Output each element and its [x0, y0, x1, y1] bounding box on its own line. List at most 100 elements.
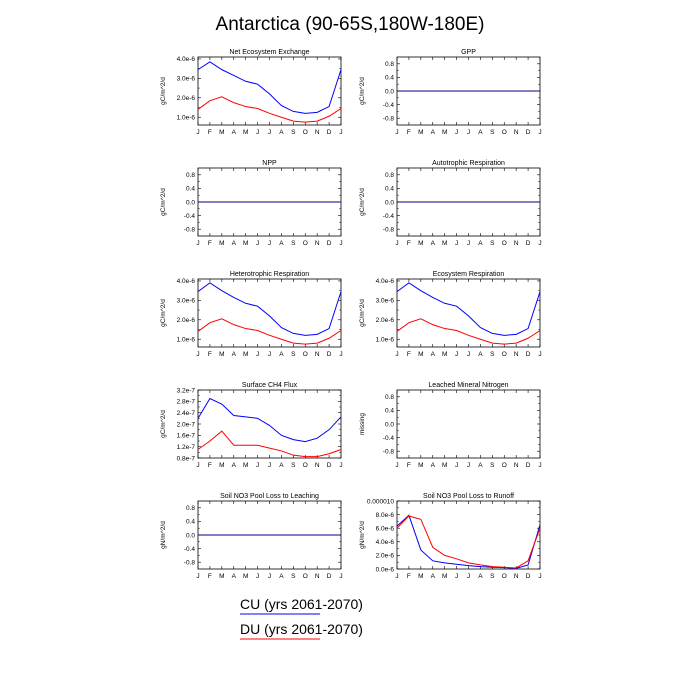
- x-tick-label: N: [315, 351, 320, 358]
- x-tick-label: O: [303, 351, 308, 358]
- x-tick-label: M: [219, 573, 224, 580]
- y-tick-label: 3.2e-7: [177, 387, 196, 394]
- x-tick-label: J: [395, 462, 398, 469]
- x-tick-label: J: [339, 462, 342, 469]
- x-tick-label: D: [526, 240, 531, 247]
- x-tick-label: J: [395, 240, 398, 247]
- y-tick-label: 3.0e-6: [177, 76, 196, 83]
- x-tick-label: M: [442, 351, 447, 358]
- x-tick-label: M: [243, 129, 248, 136]
- x-tick-label: F: [208, 240, 212, 247]
- x-tick-label: F: [208, 129, 212, 136]
- x-tick-label: A: [431, 240, 436, 247]
- y-tick-label: 0.8: [186, 172, 195, 179]
- x-tick-label: M: [442, 462, 447, 469]
- x-tick-label: O: [303, 129, 308, 136]
- series-cu-line: [197, 282, 342, 336]
- x-tick-label: N: [514, 129, 519, 136]
- y-tick-label: 2.0e-6: [376, 317, 395, 324]
- y-tick-label: 0.4: [385, 75, 394, 82]
- y-tick-label: -0.4: [184, 546, 196, 553]
- y-tick-label: 1.0e-6: [376, 337, 395, 344]
- x-tick-label: J: [538, 351, 541, 358]
- x-tick-label: O: [502, 129, 507, 136]
- x-tick-label: D: [526, 129, 531, 136]
- x-tick-label: D: [526, 351, 531, 358]
- series-du-line: [197, 96, 342, 123]
- series-du-line: [396, 318, 541, 345]
- x-tick-label: S: [490, 240, 495, 247]
- x-tick-label: J: [339, 129, 342, 136]
- panel-frame: [197, 56, 342, 126]
- y-tick-label: 1.6e-7: [177, 433, 196, 440]
- x-tick-label: A: [279, 351, 284, 358]
- x-tick-label: F: [208, 462, 212, 469]
- x-tick-label: M: [418, 240, 423, 247]
- y-tick-label: 2.8e-7: [177, 399, 196, 406]
- legend-du-label: DU (yrs 2061-2070): [240, 621, 363, 637]
- panel-title: Heterotrophic Respiration: [230, 271, 309, 278]
- x-tick-label: O: [303, 240, 308, 247]
- x-tick-label: A: [279, 129, 284, 136]
- x-tick-label: F: [208, 351, 212, 358]
- x-tick-label: J: [538, 129, 541, 136]
- y-tick-label: 0.4: [186, 186, 195, 193]
- x-tick-label: J: [256, 462, 259, 469]
- x-tick-label: F: [407, 129, 411, 136]
- x-tick-label: J: [467, 351, 470, 358]
- x-tick-label: M: [243, 351, 248, 358]
- x-tick-label: J: [395, 351, 398, 358]
- x-tick-label: J: [395, 129, 398, 136]
- x-tick-label: D: [327, 351, 332, 358]
- x-tick-label: M: [219, 462, 224, 469]
- x-tick-label: J: [196, 462, 199, 469]
- y-tick-label: 2.4e-7: [177, 410, 196, 417]
- x-tick-label: M: [243, 462, 248, 469]
- x-tick-label: M: [243, 240, 248, 247]
- x-tick-label: O: [502, 240, 507, 247]
- y-tick-label: 0.4: [186, 519, 195, 526]
- x-tick-label: O: [502, 351, 507, 358]
- x-tick-label: N: [315, 129, 320, 136]
- y-tick-label: -0.4: [383, 102, 395, 109]
- x-tick-label: M: [219, 240, 224, 247]
- x-tick-label: J: [455, 462, 458, 469]
- y-tick-label: -0.4: [184, 213, 196, 220]
- x-tick-label: M: [442, 573, 447, 580]
- y-tick-label: 2.0e-6: [177, 95, 196, 102]
- y-axis-label: gC/m^2/d: [160, 188, 167, 216]
- x-tick-label: J: [256, 240, 259, 247]
- y-tick-label: 1.0e-6: [177, 115, 196, 122]
- y-tick-label: -0.8: [383, 449, 395, 456]
- y-axis-label: gC/m^2/d: [160, 299, 167, 327]
- y-axis-label: gC/m^2/d: [359, 299, 366, 327]
- y-tick-label: 0.0: [186, 532, 195, 539]
- series-du-line: [396, 515, 541, 569]
- x-tick-label: A: [431, 573, 436, 580]
- x-tick-label: S: [291, 240, 296, 247]
- x-tick-label: D: [327, 129, 332, 136]
- x-tick-label: S: [490, 462, 495, 469]
- x-tick-label: N: [315, 573, 320, 580]
- x-tick-label: D: [327, 240, 332, 247]
- x-tick-label: D: [526, 573, 531, 580]
- x-tick-label: A: [431, 462, 436, 469]
- x-tick-label: N: [315, 462, 320, 469]
- x-tick-label: N: [514, 351, 519, 358]
- x-tick-label: J: [538, 573, 541, 580]
- x-tick-label: J: [268, 573, 271, 580]
- y-tick-label: 8.0e-6: [376, 512, 395, 519]
- panel-title: Ecosystem Respiration: [433, 271, 505, 278]
- x-tick-label: M: [418, 573, 423, 580]
- x-tick-label: A: [232, 351, 237, 358]
- y-tick-label: 0.8: [186, 505, 195, 512]
- x-tick-label: D: [526, 462, 531, 469]
